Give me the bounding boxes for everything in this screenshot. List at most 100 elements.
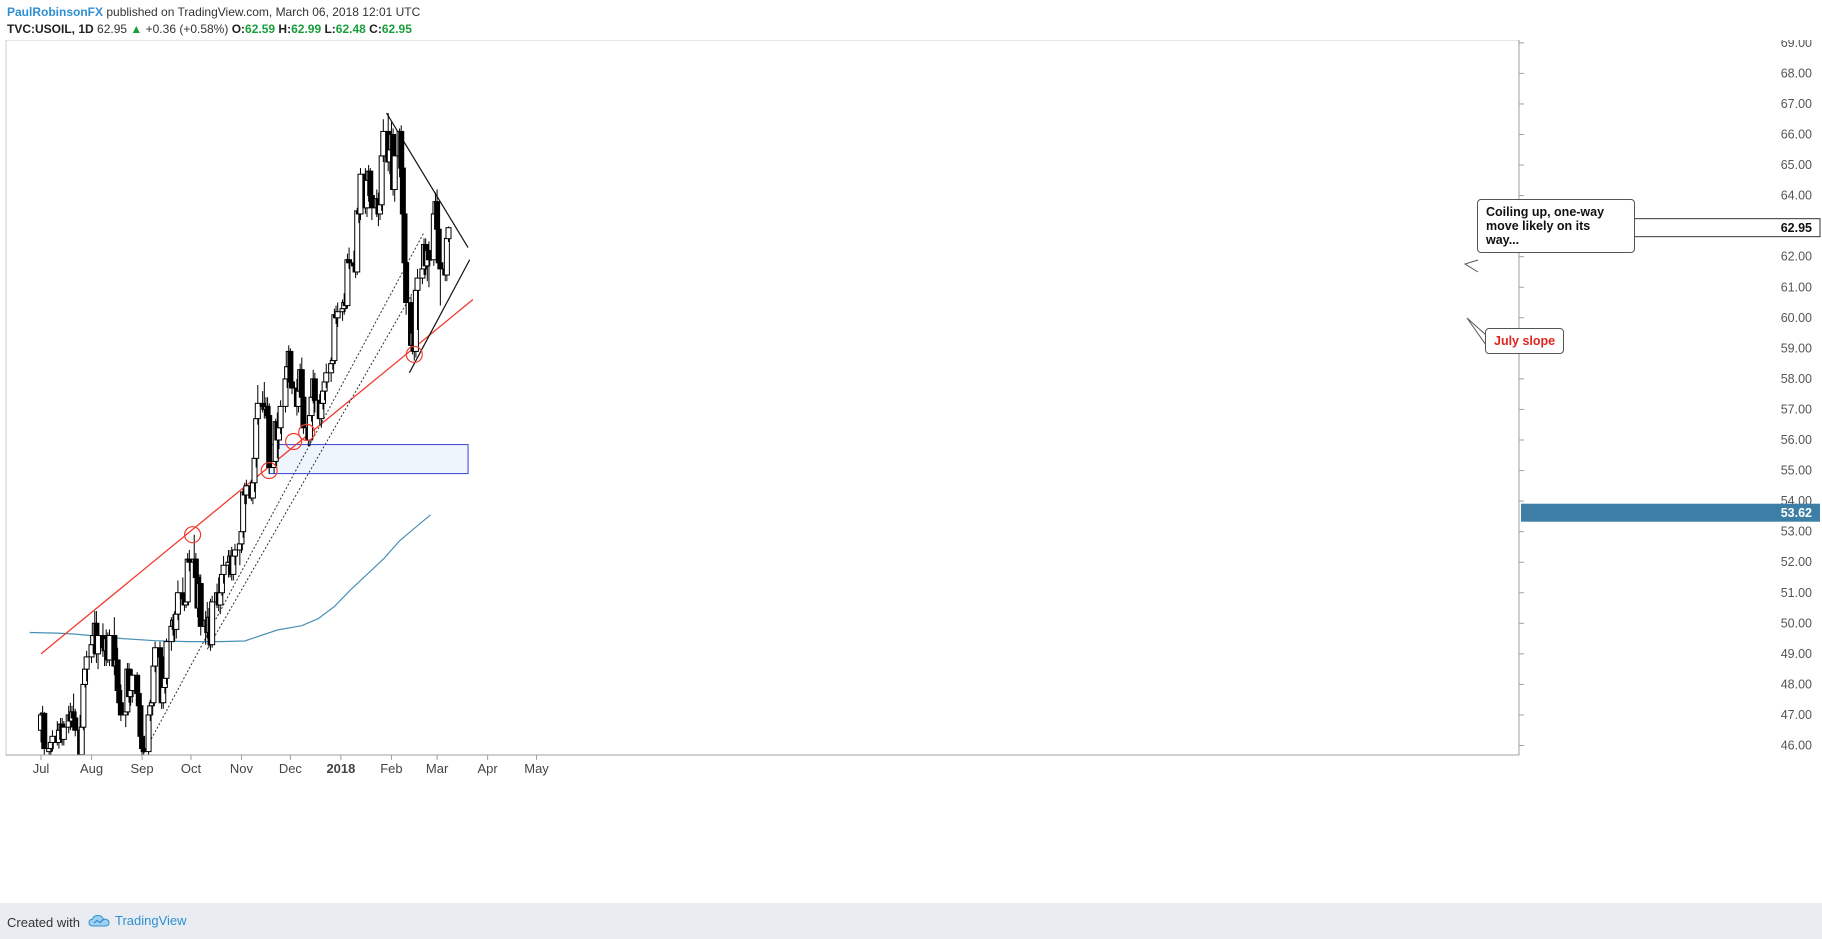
touch-point-circle — [405, 345, 423, 364]
price-axis — [1519, 40, 1822, 755]
candle-body — [231, 549, 238, 557]
candle — [357, 168, 364, 221]
time-tick-label: Sep — [130, 761, 153, 776]
candle-body — [266, 415, 273, 468]
candle-body — [129, 674, 136, 692]
price-tick-label: 62.00 — [1781, 250, 1812, 264]
up-arrow-icon: ▲ — [130, 22, 143, 36]
candle — [346, 247, 353, 269]
candle-body — [435, 228, 442, 264]
candle-body — [209, 601, 216, 646]
tradingview-brand-link[interactable]: TradingView — [88, 913, 187, 928]
close-label: C: — [369, 22, 382, 36]
price-tick-label: 60.00 — [1781, 311, 1812, 325]
slope-callout-text: July slope — [1494, 334, 1556, 348]
publish-text: published on TradingView.com, March 06, … — [106, 5, 421, 19]
candle — [437, 259, 444, 306]
plot-layer — [29, 112, 474, 755]
candle-body — [106, 635, 113, 661]
candle-body — [445, 227, 452, 240]
candle-body — [403, 262, 410, 304]
price-tick-label: 64.00 — [1781, 189, 1812, 203]
price-tick-label: 61.00 — [1781, 280, 1812, 294]
candle-body — [323, 372, 330, 383]
candle-body — [72, 717, 79, 731]
low-value: 62.48 — [335, 22, 366, 36]
candle-body — [197, 583, 204, 627]
open-label: O: — [231, 22, 246, 36]
candle — [231, 543, 238, 566]
candle-body — [311, 378, 318, 401]
candle-body — [414, 277, 421, 291]
coil-callout-pointer — [1463, 259, 1479, 273]
candle — [445, 226, 452, 243]
time-tick-label: May — [524, 761, 549, 776]
slope-callout[interactable]: July slope — [1485, 328, 1565, 354]
candle-body — [334, 311, 341, 319]
candle-body — [357, 173, 364, 215]
price-tick-label: 46.00 — [1781, 739, 1812, 753]
coil-callout[interactable]: Coiling up, one-way move likely on its w… — [1477, 199, 1635, 253]
chart-area[interactable]: 46.00 47.00 48.00 49.00 50.00 51.00 52.00 53.00… — [0, 40, 1822, 902]
high-label: H: — [278, 22, 292, 36]
candle-body — [60, 726, 67, 740]
candle-body — [346, 259, 353, 264]
price-tick-label: 52.00 — [1781, 555, 1812, 569]
price-tick-label: 53.00 — [1781, 525, 1812, 539]
time-tick-label: Feb — [380, 761, 402, 776]
candle-body — [117, 702, 124, 716]
candle-body — [277, 405, 284, 429]
price-tick-label: 66.00 — [1781, 128, 1812, 142]
open-value: 62.59 — [245, 22, 276, 36]
candle — [391, 146, 398, 202]
candle-body — [289, 381, 296, 389]
time-tick-label: 2018 — [326, 761, 355, 776]
symbol-label: TVC:USOIL, 1D — [7, 22, 94, 36]
candle-body — [437, 262, 444, 270]
price-tick-label: 55.00 — [1781, 464, 1812, 478]
candle-body — [174, 592, 181, 615]
close-value: 62.95 — [381, 22, 412, 36]
candle — [254, 385, 261, 425]
candle-body — [41, 712, 48, 750]
ma-price-tag-bg — [1521, 503, 1820, 522]
candle — [163, 638, 170, 685]
candle — [300, 391, 307, 434]
touch-point-circle — [183, 526, 202, 544]
author-link[interactable]: PaulRobinsonFX — [7, 5, 103, 19]
candle — [414, 268, 421, 331]
time-tick-label: Jul — [33, 761, 50, 776]
time-tick-label: Apr — [478, 761, 499, 776]
candle — [197, 574, 204, 636]
candle-body — [186, 558, 193, 563]
candle — [403, 250, 410, 315]
touch-point-circle — [298, 423, 316, 441]
candle-body — [391, 155, 398, 190]
time-tick-label: Aug — [80, 761, 103, 776]
coil-callout-text: Coiling up, one-way move likely on its w… — [1486, 205, 1605, 247]
brand-name: TradingView — [115, 913, 187, 928]
chart-header: PaulRobinsonFX published on TradingView.… — [0, 0, 1822, 40]
candle — [83, 650, 90, 682]
price-tick-label: 57.00 — [1781, 402, 1812, 416]
candle — [311, 372, 318, 413]
price-tick-label: 67.00 — [1781, 97, 1812, 111]
price-tick-label: 50.00 — [1781, 616, 1812, 630]
candle-body — [425, 250, 432, 261]
candle-body — [49, 735, 56, 743]
ma-price-tag: 53.62 — [1781, 506, 1812, 520]
price-tick-label: 56.00 — [1781, 433, 1812, 447]
ohlc-legend: TVC:USOIL, 1D 62.95 ▲ +0.36 (+0.58%) O:6… — [7, 22, 412, 36]
low-label: L: — [324, 22, 336, 36]
candle-body — [152, 647, 159, 667]
candle-body — [80, 683, 87, 728]
triangle-trendline — [408, 259, 471, 374]
price-tick-label: 65.00 — [1781, 158, 1812, 172]
dotted-trendline — [143, 232, 425, 754]
footer-bar: Created with TradingView — [0, 903, 1822, 939]
candle — [117, 684, 124, 722]
slope-callout-pointer — [1466, 317, 1487, 346]
candle-body — [378, 155, 385, 206]
candle-body — [254, 402, 261, 420]
price-chart[interactable]: 46.00 47.00 48.00 49.00 50.00 51.00 52.00 53.00… — [0, 40, 1822, 902]
